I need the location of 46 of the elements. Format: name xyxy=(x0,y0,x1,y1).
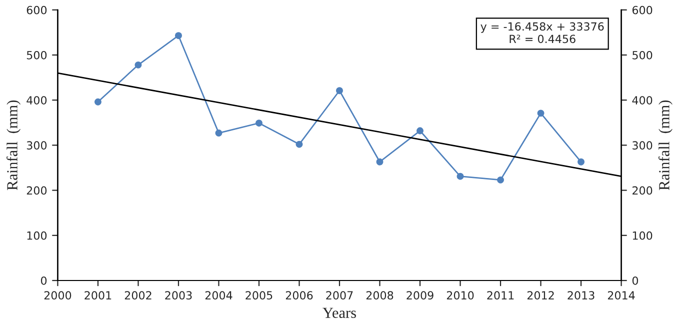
x-tick-label: 2014 xyxy=(608,291,635,300)
x-tick-label: 2007 xyxy=(326,291,353,300)
point xyxy=(175,32,182,40)
y2-tick-label: 600 xyxy=(632,6,652,14)
y-tick-label: 300 xyxy=(26,141,47,150)
x-tick-label: 2000 xyxy=(44,291,72,300)
point xyxy=(537,110,544,117)
point xyxy=(376,158,384,166)
y2-tick-label: 100 xyxy=(632,231,652,240)
x-tick-label: 2012 xyxy=(527,291,554,300)
y-axis-title: Rainfall (mm) xyxy=(6,100,21,190)
y2-tick-label: 200 xyxy=(632,186,652,195)
y-tick-label: 0 xyxy=(40,276,47,285)
y-tick-label: 600 xyxy=(26,6,47,14)
point xyxy=(94,98,102,106)
x-tick-label: 2006 xyxy=(286,291,313,300)
point xyxy=(296,140,303,148)
point xyxy=(416,127,424,134)
point xyxy=(497,176,504,184)
y-tick-label: 100 xyxy=(27,231,47,240)
point xyxy=(578,158,585,166)
y2-axis-title: Rainfall (mm) xyxy=(658,100,672,190)
point xyxy=(215,130,222,136)
x-tick-label: 2013 xyxy=(568,291,594,300)
y2-tick-label: 500 xyxy=(632,50,652,60)
x-tick-label: 2003 xyxy=(165,291,192,300)
point xyxy=(256,120,262,127)
x-tick-label: 2004 xyxy=(205,291,232,300)
y-tick-label: 400 xyxy=(26,96,47,104)
point xyxy=(134,61,142,68)
x-tick-label: 2005 xyxy=(246,291,272,300)
point xyxy=(336,87,343,94)
y-tick-label: 200 xyxy=(26,186,47,195)
x-tick-label: 2010 xyxy=(446,291,474,300)
annotation: y = -16.458x + 33376 R² = 0.4456 xyxy=(480,22,604,44)
x-tick-label: 2009 xyxy=(406,291,434,300)
y-tick-label: 500 xyxy=(26,50,47,60)
x-tick-label: 2001 xyxy=(84,291,112,300)
x-tick-label: 2002 xyxy=(124,291,152,300)
x-tick-label: 2011 xyxy=(487,291,514,300)
point xyxy=(456,172,464,180)
y2-tick-label: 400 xyxy=(632,96,652,104)
y2-tick-label: 0 xyxy=(632,276,638,285)
x-axis-title: Years xyxy=(322,308,356,318)
y2-tick-label: 300 xyxy=(632,141,652,150)
x-tick-label: 2008 xyxy=(366,291,394,300)
